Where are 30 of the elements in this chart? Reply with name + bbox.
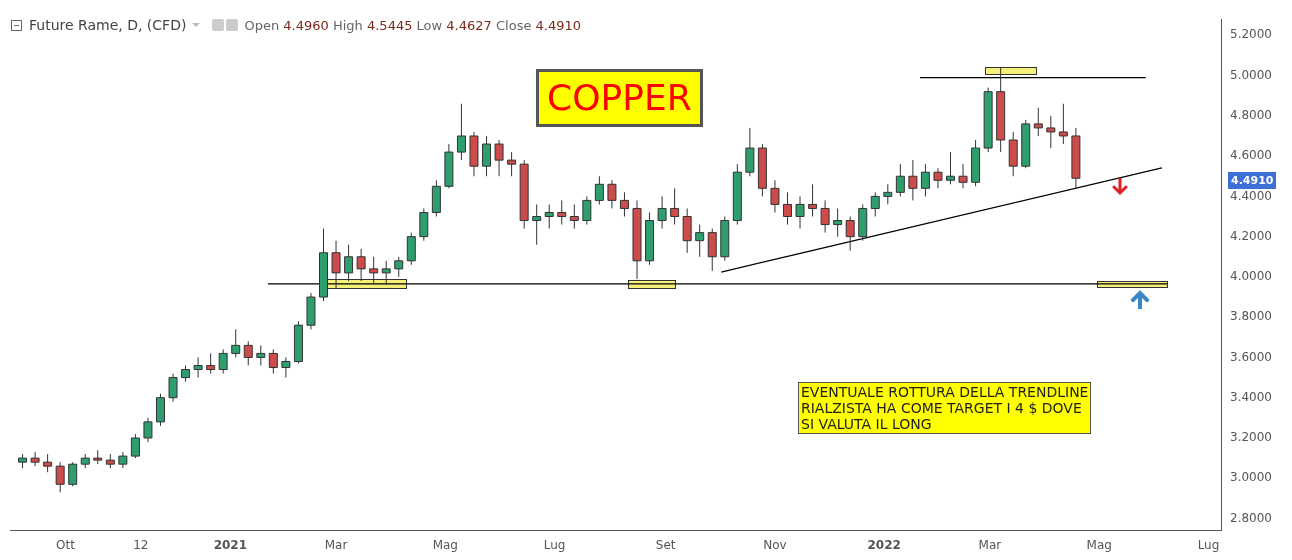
y-tick-label: 5.0000 <box>1230 67 1273 82</box>
chart-subtitle: Open 4.4960 High 4.5445 Low 4.4627 Close 4.4910 <box>244 17 582 33</box>
y-tick-label: 3.2000 <box>1230 430 1273 445</box>
x-tick-label: Lug <box>543 537 566 552</box>
text: 4.4910 <box>1228 172 1277 189</box>
annotation: COPPER <box>536 69 703 127</box>
y-tick-label: 4.4000 <box>1230 188 1273 203</box>
y-tick-label: 4.8000 <box>1230 107 1273 122</box>
y-tick-label: 2.8000 <box>1230 510 1273 525</box>
x-tick-label: 12 <box>133 537 149 552</box>
x-tick-label: 2022 <box>867 537 901 552</box>
x-tick-label: Set <box>655 537 676 552</box>
y-tick-label: 3.6000 <box>1230 349 1273 364</box>
x-tick-label: Mar <box>324 537 348 552</box>
annotation: EVENTUALE ROTTURA DELLA TRENDLINE RIALZISTA HA COME TARGET I 4 $ DOVE SI VALUTA IL LONG <box>798 382 1092 434</box>
y-tick-label: 4.6000 <box>1230 148 1273 163</box>
chart-title: Future Rame, D, (CFD) <box>29 17 187 33</box>
y-tick-label: 5.2000 <box>1230 27 1273 42</box>
x-tick-label: 2021 <box>213 537 248 552</box>
x-tick-label: Lug <box>1197 537 1220 552</box>
y-tick-label: 3.8000 <box>1230 309 1273 324</box>
x-tick-label: Ott <box>56 537 76 552</box>
x-tick-label: Nov <box>763 537 787 552</box>
x-tick-label: Mag <box>1086 537 1112 552</box>
x-tick-label: Mar <box>978 537 1002 552</box>
x-tick-label: Mag <box>432 537 458 552</box>
y-tick-label: 4.0000 <box>1230 269 1273 284</box>
y-tick-label: 3.0000 <box>1230 470 1273 485</box>
y-tick-label: 4.2000 <box>1230 228 1273 243</box>
y-tick-label: 3.4000 <box>1230 389 1273 404</box>
